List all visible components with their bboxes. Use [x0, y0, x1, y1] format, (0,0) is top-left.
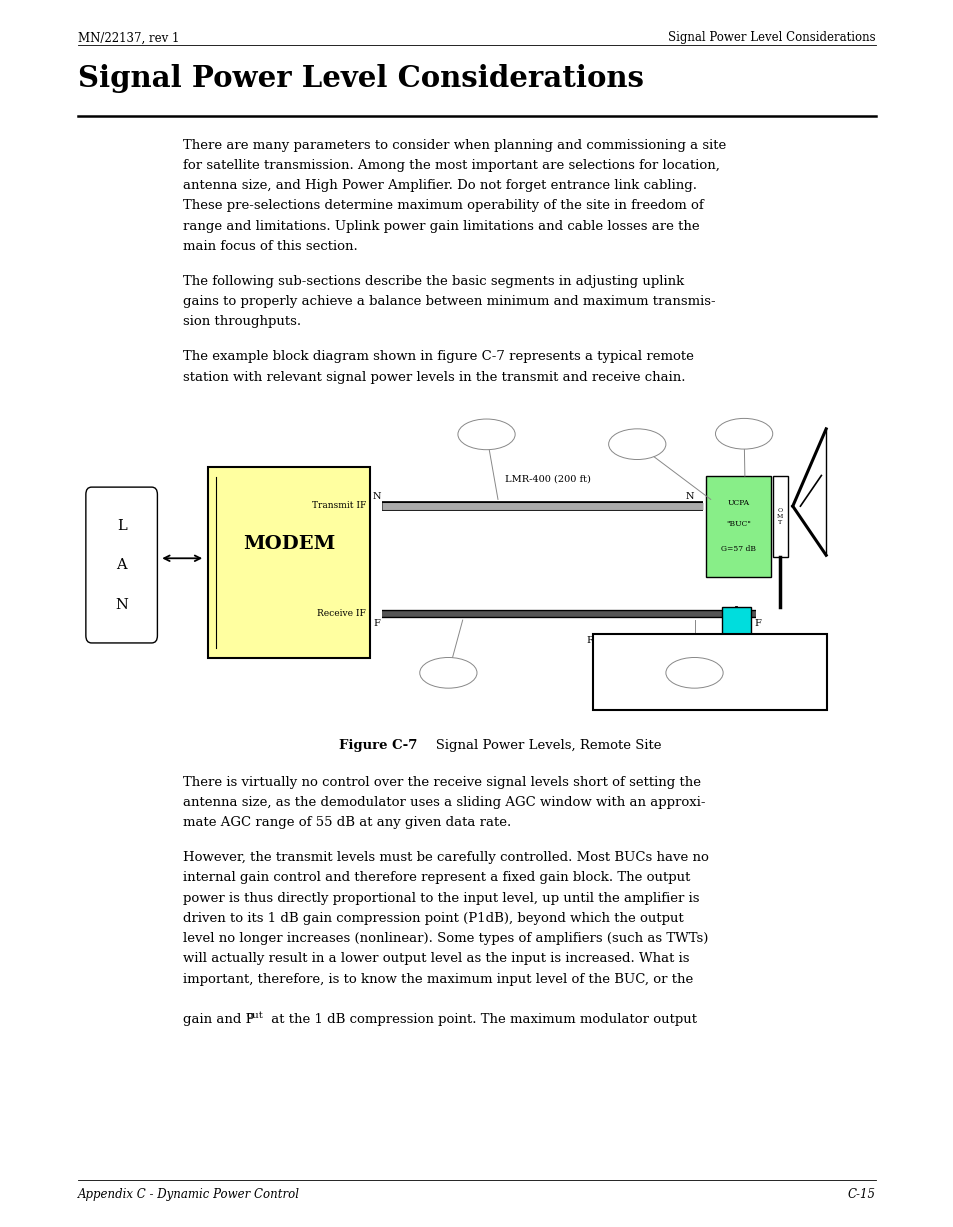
Bar	[593, 634, 826, 709]
Text: O
M
T: O M T	[777, 508, 782, 525]
Text: L-Band Version: L-Band Version	[659, 681, 760, 693]
Text: RG6 (200 ft): RG6 (200 ft)	[586, 636, 648, 645]
Text: mate AGC range of 55 dB at any given data rate.: mate AGC range of 55 dB at any given dat…	[183, 816, 511, 829]
Text: power is thus directly proportional to the input level, up until the amplifier i: power is thus directly proportional to t…	[183, 892, 699, 904]
Text: -65 dBm: -65 dBm	[432, 669, 464, 677]
Bar	[208, 467, 370, 658]
Text: range and limitations. Uplink power gain limitations and cable losses are the: range and limitations. Uplink power gain…	[183, 220, 700, 233]
Text: -25 dBm: -25 dBm	[620, 440, 653, 448]
Text: -45 dBm: -45 dBm	[678, 669, 710, 677]
Text: main focus of this section.: main focus of this section.	[183, 240, 357, 253]
Text: "BUC": "BUC"	[725, 520, 750, 529]
Text: Example VSAT Signal Levels: Example VSAT Signal Levels	[617, 652, 802, 665]
Text: N: N	[115, 598, 128, 611]
Text: However, the transmit levels must be carefully controlled. Most BUCs have no: However, the transmit levels must be car…	[183, 852, 708, 864]
Text: N: N	[685, 492, 694, 501]
FancyBboxPatch shape	[86, 487, 157, 643]
Text: -13 dBm: -13 dBm	[470, 431, 502, 438]
Text: gain and P: gain and P	[183, 1014, 254, 1026]
Text: MODEM: MODEM	[243, 535, 335, 552]
Text: UCPA: UCPA	[726, 499, 749, 507]
Bar	[772, 476, 787, 557]
Ellipse shape	[608, 428, 665, 459]
Text: LMR-400 (200 ft): LMR-400 (200 ft)	[504, 475, 590, 483]
Text: internal gain control and therefore represent a fixed gain block. The output: internal gain control and therefore repr…	[183, 871, 690, 885]
Text: There is virtually no control over the receive signal levels short of setting th: There is virtually no control over the r…	[183, 775, 700, 789]
Text: The example block diagram shown in figure C-7 represents a typical remote: The example block diagram shown in figur…	[183, 351, 694, 363]
Ellipse shape	[457, 418, 515, 449]
Text: driven to its 1 dB gain compression point (P1dB), beyond which the output: driven to its 1 dB gain compression poin…	[183, 912, 683, 925]
Text: at the 1 dB compression point. The maximum modulator output: at the 1 dB compression point. The maxim…	[267, 1014, 697, 1026]
Ellipse shape	[715, 418, 772, 449]
Text: Signal Power Level Considerations: Signal Power Level Considerations	[78, 64, 643, 93]
Text: A: A	[116, 558, 127, 572]
Text: MN/22137, rev 1: MN/22137, rev 1	[78, 31, 179, 44]
Text: Transmit IF: Transmit IF	[312, 501, 366, 510]
Text: level no longer increases (nonlinear). Some types of amplifiers (such as TWTs): level no longer increases (nonlinear). S…	[183, 933, 708, 945]
Text: important, therefore, is to know the maximum input level of the BUC, or the: important, therefore, is to know the max…	[183, 973, 693, 985]
Ellipse shape	[665, 658, 722, 688]
Text: Receive IF: Receive IF	[317, 610, 366, 618]
Text: will actually result in a lower output level as the input is increased. What is: will actually result in a lower output l…	[183, 952, 689, 966]
Text: F: F	[754, 618, 760, 628]
Text: Signal Power Levels, Remote Site: Signal Power Levels, Remote Site	[422, 739, 660, 752]
Text: There are many parameters to consider when planning and commissioning a site: There are many parameters to consider wh…	[183, 139, 725, 152]
Text: LNB: LNB	[725, 625, 746, 633]
Ellipse shape	[419, 658, 476, 688]
Text: C-15: C-15	[847, 1188, 875, 1201]
Text: sion throughputs.: sion throughputs.	[183, 315, 301, 329]
Text: gains to properly achieve a balance between minimum and maximum transmis-: gains to properly achieve a balance betw…	[183, 296, 715, 308]
Text: antenna size, and High Power Amplifier. Do not forget entrance link cabling.: antenna size, and High Power Amplifier. …	[183, 179, 697, 193]
Text: F: F	[732, 655, 740, 664]
Text: Appendix C - Dynamic Power Control: Appendix C - Dynamic Power Control	[78, 1188, 300, 1201]
Text: F: F	[373, 618, 379, 628]
Text: antenna size, as the demodulator uses a sliding AGC window with an approxi-: antenna size, as the demodulator uses a …	[183, 796, 705, 809]
Text: N: N	[373, 492, 381, 501]
Bar	[705, 476, 770, 577]
Text: station with relevant signal power levels in the transmit and receive chain.: station with relevant signal power level…	[183, 371, 685, 384]
Text: These pre-selections determine maximum operability of the site in freedom of: These pre-selections determine maximum o…	[183, 200, 703, 212]
Text: +32 dBm: +32 dBm	[725, 429, 761, 438]
Text: for satellite transmission. Among the most important are selections for location: for satellite transmission. Among the mo…	[183, 158, 720, 172]
Text: out: out	[246, 1011, 263, 1021]
Text: G=57 dB: G=57 dB	[720, 545, 755, 552]
Text: Figure C-7: Figure C-7	[338, 739, 416, 752]
Text: L: L	[116, 519, 127, 533]
Text: Signal Power Level Considerations: Signal Power Level Considerations	[667, 31, 875, 44]
Text: The following sub-sections describe the basic segments in adjusting uplink: The following sub-sections describe the …	[183, 275, 683, 288]
Bar	[721, 607, 750, 650]
